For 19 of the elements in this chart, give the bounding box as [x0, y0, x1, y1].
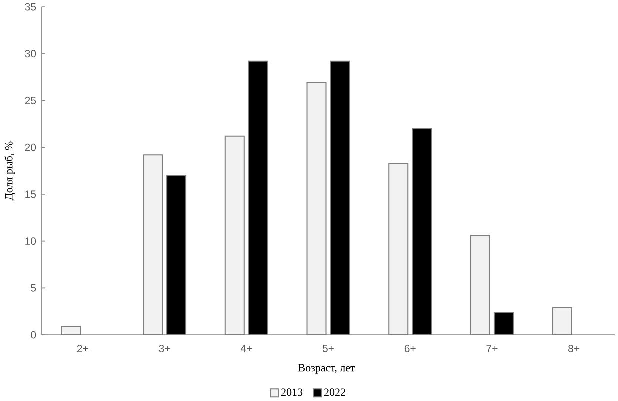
y-tick-label: 30	[25, 50, 36, 58]
y-tick-label: 5	[31, 284, 36, 292]
y-tick-label: 20	[25, 144, 36, 152]
y-tick-label: 35	[25, 3, 36, 11]
y-tick-label: 15	[26, 190, 36, 198]
x-tick-label: 3+	[159, 344, 170, 352]
legend-label: 2013	[282, 388, 303, 396]
x-tick-label: 5+	[322, 344, 334, 352]
y-tick-label: 0	[31, 331, 36, 339]
x-tick-label: 8+	[568, 344, 580, 352]
legend-label: 2022	[324, 388, 346, 396]
x-tick-label: 6+	[404, 344, 416, 352]
x-axis-title: Возраст, лет	[298, 364, 356, 374]
x-tick-label: 7+	[486, 344, 498, 352]
x-tick-label: 2+	[77, 344, 88, 352]
x-tick-label: 4+	[240, 344, 252, 352]
y-tick-label: 10	[26, 237, 36, 245]
y-axis-title: Доля рыб, %	[4, 142, 16, 200]
y-tick-label: 25	[25, 96, 36, 104]
